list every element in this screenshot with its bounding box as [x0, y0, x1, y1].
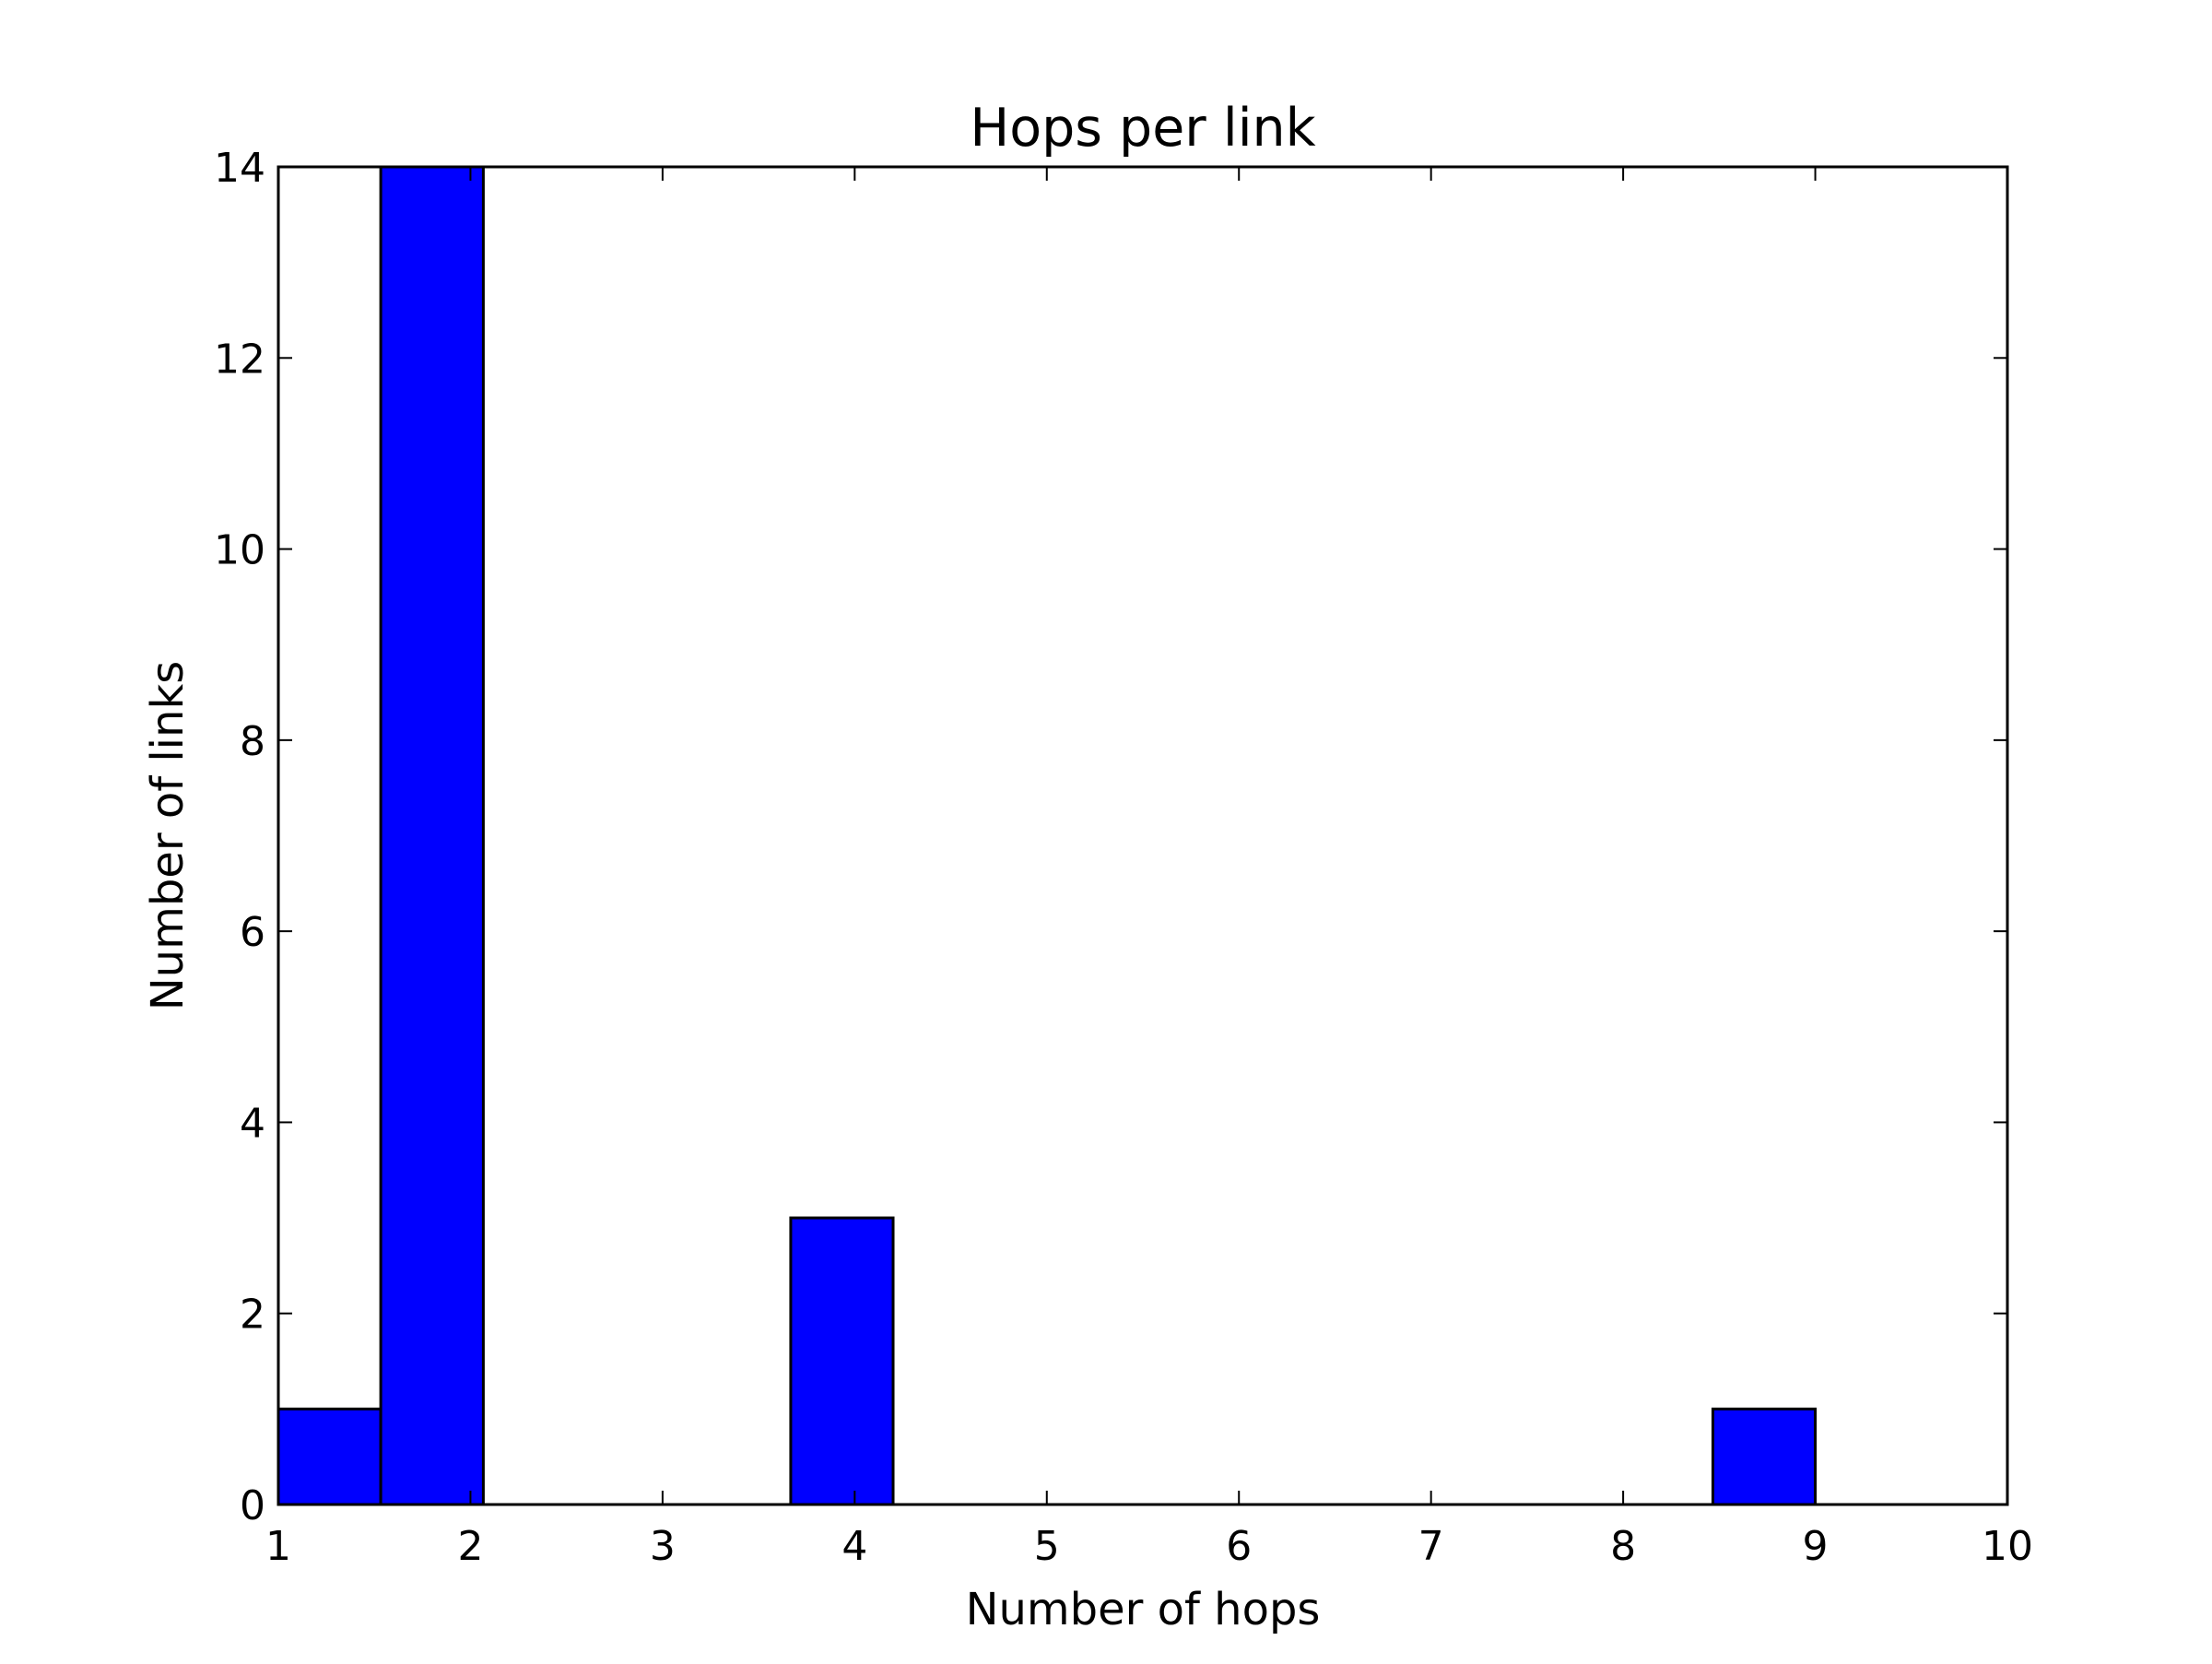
x-tick-label: 10	[1982, 1523, 2033, 1570]
y-tick-label: 12	[214, 336, 265, 383]
y-tick-label: 8	[240, 718, 265, 765]
histogram-bar-4	[1711, 1407, 1818, 1506]
x-tick-label: 7	[1418, 1523, 1444, 1570]
x-tick-label: 5	[1034, 1523, 1060, 1570]
plot-area-frame	[276, 165, 2009, 1506]
y-axis-label: Number of links	[142, 661, 194, 1011]
y-tick-label: 10	[214, 527, 265, 574]
histogram-bar-2	[379, 165, 485, 1506]
histogram-bar-1	[276, 1407, 382, 1506]
y-tick-label: 4	[240, 1100, 265, 1147]
x-tick-label: 3	[650, 1523, 676, 1570]
x-tick-label: 2	[457, 1523, 483, 1570]
y-tick-label: 14	[214, 145, 265, 192]
x-tick-label: 8	[1610, 1523, 1636, 1570]
x-tick-label: 1	[265, 1523, 291, 1570]
y-tick-label: 2	[240, 1292, 265, 1339]
x-tick-label: 6	[1226, 1523, 1252, 1570]
x-axis-label: Number of hops	[966, 1584, 1321, 1635]
x-tick-label: 9	[1803, 1523, 1829, 1570]
y-tick-label: 0	[240, 1482, 265, 1529]
histogram-bar-3	[789, 1216, 895, 1506]
y-tick-label: 6	[240, 909, 265, 956]
bars-layer	[276, 165, 1818, 1506]
x-tick-label: 4	[841, 1523, 867, 1570]
chart-title: Hops per link	[970, 98, 1315, 159]
